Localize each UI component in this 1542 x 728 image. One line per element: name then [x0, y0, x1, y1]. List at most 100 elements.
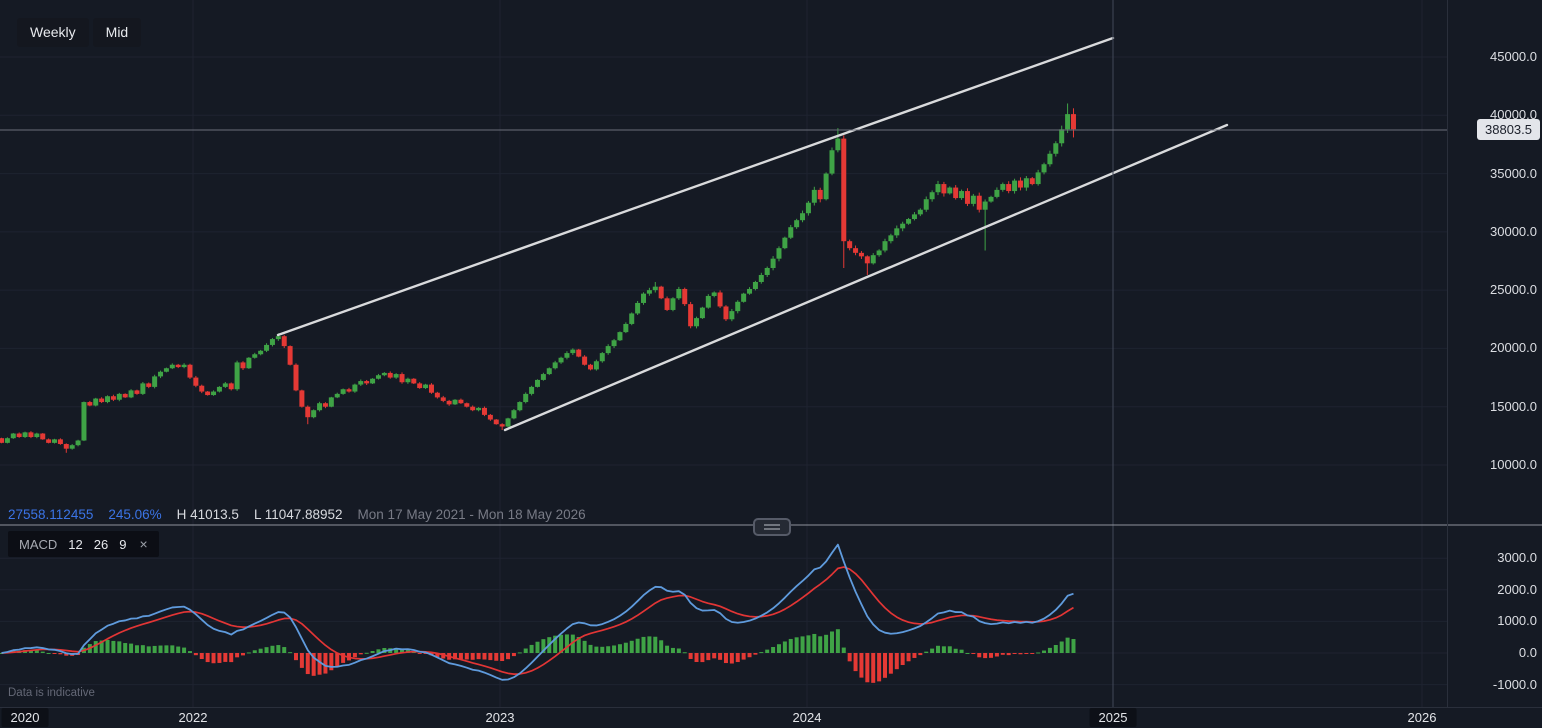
candle-body [823, 173, 829, 200]
macd-histogram-bar [99, 640, 104, 653]
candle-body [617, 332, 623, 341]
macd-histogram-bar [900, 653, 905, 666]
macd-histogram-bar [553, 635, 558, 653]
trend-channel-upper-line[interactable] [276, 36, 1115, 337]
candle-body [187, 364, 193, 378]
macd-histogram-bar [729, 653, 734, 664]
candle-body [4, 438, 10, 443]
macd-histogram-bar [841, 647, 846, 653]
candle-body [605, 346, 611, 354]
candle-body [505, 418, 511, 427]
candle-body [305, 406, 311, 418]
macd-close-icon[interactable]: × [139, 536, 148, 552]
macd-histogram-bar [847, 653, 852, 662]
macd-histogram-bar [417, 653, 422, 654]
macd-histogram-bar [535, 641, 540, 653]
macd-histogram-bar [441, 653, 446, 659]
macd-histogram-bar [635, 638, 640, 653]
macd-histogram-bar [341, 653, 346, 663]
macd-histogram-bar [700, 653, 705, 663]
candle-body [1023, 178, 1029, 188]
macd-histogram-bar [794, 637, 799, 653]
candle-body [741, 293, 747, 302]
divider-grip-line [764, 524, 780, 526]
candle-body [481, 407, 487, 415]
candle-body [705, 295, 711, 308]
macd-histogram-bar [529, 644, 534, 653]
macd-histogram-bar [771, 647, 776, 653]
macd-histogram-bar [941, 646, 946, 653]
candle-body [99, 398, 105, 403]
candle-body [935, 184, 941, 193]
macd-legend[interactable]: MACD 12 26 9 × [8, 531, 159, 557]
macd-histogram-bar [187, 651, 192, 653]
macd-histogram-bar [193, 653, 198, 656]
candle-body [69, 445, 75, 449]
macd-histogram-bar [223, 653, 228, 662]
macd-histogram-bar [994, 653, 999, 657]
candle-body [964, 191, 970, 204]
macd-histogram-bar [453, 653, 458, 660]
candle-body [546, 368, 552, 375]
macd-histogram-bar [877, 653, 882, 682]
candle-body [205, 391, 211, 396]
macd-histogram-bar [865, 653, 870, 683]
macd-histogram-bar [1000, 653, 1005, 655]
candle-body [800, 213, 806, 221]
candle-body [788, 227, 794, 238]
macd-histogram-bar [747, 653, 752, 658]
macd-histogram-bar [458, 653, 463, 660]
macd-histogram-bar [647, 636, 652, 653]
candle-body [134, 390, 140, 394]
candle-body [1065, 114, 1071, 130]
time-tick-label: 2026 [1407, 710, 1437, 725]
macd-histogram-bar [641, 636, 646, 653]
candle-body [387, 372, 393, 378]
price-tick-label: 45000.0 [1490, 49, 1537, 64]
price-axis[interactable]: 45000.0 40000.0 35000.0 30000.0 25000.0 20000… [1447, 0, 1542, 707]
candle-body [399, 374, 405, 383]
candle-body [10, 433, 16, 439]
macd-histogram-bar [364, 652, 369, 654]
macd-histogram-bar [205, 653, 210, 663]
visible-date-range: Mon 17 May 2021 - Mon 18 May 2026 [357, 506, 586, 522]
candle-body [629, 313, 635, 324]
macd-histogram-bar [871, 653, 876, 683]
macd-histogram-bar [906, 653, 911, 662]
macd-histogram-bar [376, 649, 381, 653]
macd-histogram-bar [688, 653, 693, 659]
candle-body [911, 214, 917, 220]
macd-histogram-bar [718, 653, 723, 660]
trend-channel-lower-line[interactable] [503, 123, 1229, 432]
macd-histogram-bar [28, 650, 33, 653]
candle-body [1029, 178, 1035, 185]
candle-body [405, 378, 411, 383]
macd-histogram-bar [335, 653, 340, 667]
macd-signal-line [1, 566, 1074, 675]
candle-body [1000, 184, 1006, 190]
candle-body [682, 288, 688, 305]
macd-histogram-bar [853, 653, 858, 672]
macd-histogram-bar [559, 634, 564, 653]
macd-histogram-bar [494, 653, 499, 661]
price-source-button[interactable]: Mid [92, 18, 142, 47]
candle-body [423, 384, 429, 389]
macd-histogram-bar [883, 653, 887, 678]
range-high-value: H 41013.5 [176, 506, 239, 522]
time-axis[interactable]: 2020 2022 2023 2024 2025 2026 [0, 707, 1542, 728]
candle-body [853, 248, 859, 253]
candle-body [723, 306, 729, 320]
candle-body [1041, 164, 1047, 173]
macd-histogram-bar [464, 653, 469, 660]
macd-histogram-bar [1024, 653, 1029, 654]
candle-body [770, 258, 776, 268]
pane-divider-handle[interactable] [753, 518, 791, 536]
candle-body [452, 399, 458, 405]
interval-button[interactable]: Weekly [17, 18, 89, 47]
macd-histogram-bar [735, 653, 740, 663]
time-tick-label: 2020 [1, 708, 49, 727]
candle-body [534, 379, 540, 387]
macd-histogram-bar [835, 629, 840, 653]
